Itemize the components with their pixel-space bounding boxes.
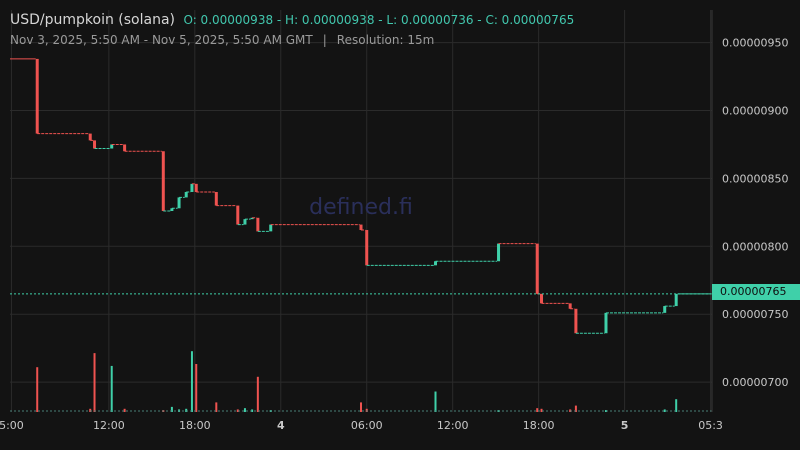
candle-down <box>256 217 260 232</box>
candle-down <box>568 303 572 309</box>
candle-down <box>88 133 92 141</box>
volume-bar <box>675 399 678 412</box>
price-tick-label: 0.00000850 <box>722 172 788 185</box>
candle-down <box>574 308 578 334</box>
candle-up <box>250 217 254 220</box>
candle-down <box>161 151 165 211</box>
volume-bar <box>540 408 543 412</box>
price-tick-label: 0.00000750 <box>722 308 788 321</box>
volume-bar <box>185 408 188 412</box>
watermark: defined.fi <box>309 195 413 220</box>
volume-bar <box>251 409 254 412</box>
volume-bar <box>236 409 239 412</box>
resolution: Resolution: 15m <box>336 33 435 47</box>
volume-bar <box>536 408 539 412</box>
volume-bar <box>243 408 246 412</box>
candle-down <box>35 58 39 134</box>
candle-up <box>497 243 501 262</box>
candle-up <box>184 191 188 198</box>
price-axis[interactable]: 0.00000950 0.00000900 0.00000850 0.00000800… <box>722 37 788 390</box>
volume-bar <box>195 364 198 412</box>
time-tick-label: 18:00 <box>523 419 555 432</box>
volume-bar <box>89 408 92 412</box>
volume-bar <box>110 365 113 412</box>
chart-subheader: Nov 3, 2025, 5:50 AM - Nov 5, 2025, 5:50… <box>10 33 434 47</box>
volume-bar <box>360 402 362 412</box>
candle-up <box>604 312 608 334</box>
ohlc-values: O: 0.00000938 - H: 0.00000938 - L: 0.000… <box>183 13 575 27</box>
time-tick-label: 12:00 <box>437 419 469 432</box>
candle-up <box>663 306 667 313</box>
candle-down <box>194 183 198 192</box>
time-tick-label: 18:00 <box>179 419 211 432</box>
grid-lines <box>10 10 712 412</box>
volume-bar <box>36 367 39 412</box>
time-tick-label: 5 <box>621 419 629 432</box>
candle-down <box>359 224 363 231</box>
candle-down <box>123 144 127 152</box>
volume-bar <box>574 405 577 412</box>
candle-down <box>365 230 369 266</box>
price-tick-label: 0.00000700 <box>722 376 788 389</box>
volume-bar <box>93 353 96 412</box>
candle-down <box>540 293 544 304</box>
time-tick-label: 5:00 <box>0 419 24 432</box>
time-tick-label: 12:00 <box>93 419 125 432</box>
candle-up <box>177 197 181 209</box>
candle-up <box>170 208 174 211</box>
volume-bar <box>663 409 666 412</box>
candle-down <box>214 191 218 206</box>
candle-down <box>236 205 240 225</box>
current-price-badge: 0.00000765 <box>712 284 800 300</box>
pair-name: USD/pumpkoin (solana) <box>10 12 176 28</box>
volume-bar <box>190 351 193 412</box>
price-tick-label: 0.00000800 <box>722 240 788 253</box>
candle-down <box>535 243 539 294</box>
price-tick-label: 0.00000950 <box>722 37 788 50</box>
header-separator: | <box>322 33 327 47</box>
time-tick-label: 4 <box>277 419 285 432</box>
date-range: Nov 3, 2025, 5:50 AM - Nov 5, 2025, 5:50… <box>10 33 313 47</box>
volume-bar <box>256 376 259 412</box>
volume-bar <box>123 408 126 412</box>
volume-bar <box>604 410 607 412</box>
volume-bar <box>365 408 368 412</box>
chart-header: USD/pumpkoin (solana) O: 0.00000938 - H:… <box>10 12 574 28</box>
candle-up <box>110 144 114 149</box>
time-tick-label: 05:3 <box>698 419 723 432</box>
time-axis[interactable]: 5:00 12:00 18:00 4 06:00 12:00 18:00 5 05:3 <box>0 419 723 432</box>
price-tick-label: 0.00000900 <box>722 105 788 118</box>
candle-up <box>674 293 678 307</box>
candle-up <box>243 219 247 225</box>
volume-bars <box>10 351 712 412</box>
candle-down <box>93 140 97 149</box>
volume-bar <box>170 406 173 412</box>
candles <box>10 58 712 334</box>
volume-bar <box>215 402 218 412</box>
candle-up <box>433 261 437 266</box>
volume-bar <box>434 391 437 412</box>
time-tick-label: 06:00 <box>351 419 383 432</box>
candle-up <box>269 224 273 232</box>
candle-up <box>190 183 194 192</box>
